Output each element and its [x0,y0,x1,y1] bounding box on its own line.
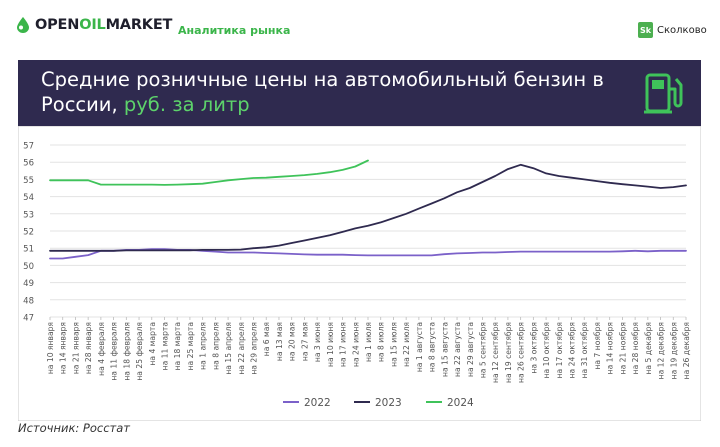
x-tick-label: на 25 марта [186,322,195,370]
x-tick-label: на 15 июля [389,322,398,367]
y-tick-label: 57 [23,142,34,152]
x-tick-label: на 14 ноября [606,322,615,374]
x-tick-label: на 5 декабря [644,322,653,375]
x-tick-label: на 18 февраля [122,322,131,381]
x-tick-label: на 28 января [84,322,93,374]
logo-accent: OIL [79,17,106,33]
y-tick-label: 51 [23,245,34,255]
series-line-2024 [49,159,369,186]
x-tick-label: на 11 февраля [110,322,119,381]
x-tick-label: на 28 ноября [631,322,640,374]
top-bar: OPENOILMARKET Аналитика рынка Sk Сколков… [0,0,720,58]
x-tick-label: на 1 августа [415,322,424,372]
x-tick-label: на 5 сентября [478,322,487,378]
x-tick-label: на 3 октября [529,322,538,374]
logo-prefix: OPEN [35,17,80,33]
x-tick-label: на 4 марта [148,322,157,366]
x-tick-label: на 18 марта [173,322,182,370]
tagline: Аналитика рынка [178,24,291,37]
x-tick-label: на 29 апреля [250,322,259,375]
x-tick-label: на 24 октября [568,322,577,378]
x-tick-label: на 1 апреля [199,322,208,370]
y-tick-label: 47 [23,314,34,324]
legend-label-2023: 2023 [375,397,402,409]
series-line-2023 [49,163,687,252]
chart-title-unit: руб. за литр [123,93,250,116]
x-tick-label: на 15 апреля [224,322,233,375]
y-tick-label: 49 [23,279,34,289]
source-note: Источник: Росстат [18,421,130,435]
x-tick-label: на 31 октября [580,322,589,378]
x-tick-label: на 22 апреля [237,322,246,375]
x-tick-label: на 19 декабря [669,322,678,379]
x-tick-label: на 27 мая [300,322,309,361]
y-tick-label: 48 [23,296,34,306]
x-tick-label: на 13 мая [275,322,284,361]
openoilmarket-logo[interactable]: OPENOILMARKET [16,17,172,33]
y-tick-label: 55 [23,176,34,186]
logo-suffix: MARKET [105,17,173,33]
x-tick-label: на 26 сентября [517,322,526,383]
x-tick-label: на 17 июня [339,322,348,367]
x-tick-label: на 17 октября [555,322,564,378]
x-tick-label: на 11 марта [160,322,169,370]
y-tick-label: 53 [23,210,34,220]
x-tick-label: на 14 января [59,322,68,374]
skolkovo-badge: Sk [638,22,653,38]
x-tick-label: на 1 июля [364,322,373,362]
series-line-2022 [49,248,687,260]
legend-label-2022: 2022 [304,397,331,409]
x-tick-label: на 25 февраля [135,322,144,381]
x-tick-label: на 29 августа [466,322,475,377]
y-tick-label: 54 [23,193,34,203]
x-tick-label: на 8 августа [428,322,437,372]
title-banner: Средние розничные цены на автомобильный … [18,60,701,126]
x-tick-label: на 24 июня [351,322,360,367]
chart-title: Средние розничные цены на автомобильный … [41,67,621,117]
x-tick-label: на 15 августа [440,322,449,377]
x-tick-label: на 6 мая [262,322,271,356]
x-tick-label: на 21 ноября [618,322,627,374]
y-tick-label: 52 [23,228,34,238]
x-tick-label: на 7 ноября [593,322,602,370]
chart-area: 47 48 49 50 51 52 53 54 55 56 57 на 10 января на 14 … [17,125,702,422]
logo-wordmark: OPENOILMARKET [35,17,172,33]
x-tick-label: на 22 августа [453,322,462,377]
fuel-pump-icon [644,71,686,115]
line-chart: 47 48 49 50 51 52 53 54 55 56 57 на 10 января на 14 … [17,125,702,422]
x-tick-label: на 12 декабря [657,322,666,379]
chart-title-main: Средние розничные цены на автомобильный … [41,68,604,116]
x-tick-label: на 19 сентября [504,322,513,383]
skolkovo-logo: Sk Сколково [638,22,707,38]
chart-frame [17,125,702,422]
y-tick-label: 56 [23,159,34,169]
y-tick-label: 50 [23,262,34,272]
x-tick-label: на 10 июня [326,322,335,367]
x-tick-label: на 10 октября [542,322,551,378]
partner-name: Сколково [657,24,707,36]
x-tick-label: на 8 апреля [211,322,220,370]
x-tick-label: на 4 февраля [97,322,106,376]
legend-label-2024: 2024 [447,397,474,409]
x-tick-label: на 26 декабря [682,322,691,379]
x-tick-label: на 10 января [46,322,55,374]
x-tick-label: на 21 января [71,322,80,374]
x-tick-label: на 3 июня [313,322,322,362]
x-tick-label: на 22 июля [402,322,411,367]
x-tick-label: на 20 мая [288,322,297,361]
x-tick-label: на 8 июля [377,322,386,362]
x-tick-label: на 12 сентября [491,322,500,383]
oil-drop-icon [16,17,30,33]
